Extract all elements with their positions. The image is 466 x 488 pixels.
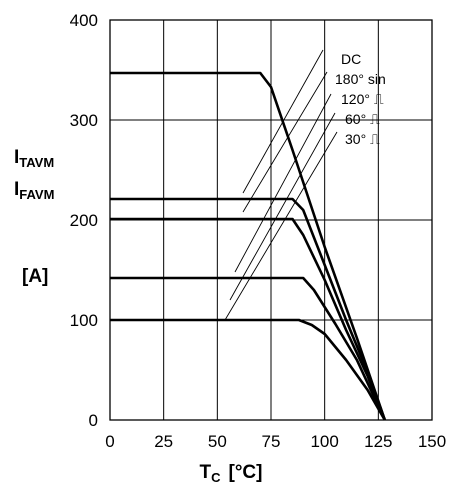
series-line-3 [110, 276, 386, 421]
legend-label-2: 120° ⎍ [341, 91, 384, 107]
y-axis-label-ifavm-main: I [14, 179, 19, 200]
legend-leader-0 [242, 49, 324, 194]
x-tick-label: 150 [418, 432, 446, 451]
y-tick-label: 100 [70, 311, 98, 330]
legend-leader-4 [224, 131, 338, 321]
y-tick-labels: 0 100 200 300 400 [70, 11, 98, 430]
y-tick-label: 400 [70, 11, 98, 30]
legend-label-4: 30° ⎍ [345, 131, 380, 147]
x-axis-label: TC [°C] [200, 462, 263, 485]
y-tick-label: 300 [70, 111, 98, 130]
legend-leader-2 [234, 93, 332, 273]
x-tick-labels: 0 25 50 75 100 125 150 [105, 432, 446, 451]
x-tick-label: 100 [310, 432, 338, 451]
y-tick-label: 0 [89, 411, 98, 430]
legend-leader-1 [242, 71, 328, 213]
x-tick-label: 25 [154, 432, 173, 451]
x-axis-label-sub: C [211, 470, 221, 485]
plot-frame [109, 19, 433, 421]
y-axis-label-ifavm-sub: FAVM [19, 187, 54, 202]
y-axis-label-itavm-sub: TAVM [19, 155, 54, 170]
x-axis-label-main: T [200, 462, 212, 483]
legend-label-1: 180° sin [335, 71, 386, 87]
series-line-4 [110, 318, 386, 421]
y-axis-label-itavm: ITAVM [14, 147, 54, 170]
legend-label-3: 60° ⎍ [345, 111, 380, 127]
y-axis-label-ifavm: IFAVM [14, 179, 54, 202]
series-line-0 [110, 71, 387, 421]
x-tick-label: 75 [262, 432, 281, 451]
y-axis-unit: [A] [22, 266, 48, 287]
legend: DC 180° sin 120° ⎍ 60° ⎍ 30° ⎍ [335, 51, 386, 147]
series-line-1 [110, 197, 387, 421]
legend-label-0: DC [341, 51, 361, 67]
legend-leader-3 [229, 112, 336, 301]
y-axis-label-itavm-main: I [14, 147, 19, 168]
x-tick-label: 125 [364, 432, 392, 451]
x-tick-label: 0 [105, 432, 114, 451]
series-line-2 [110, 217, 387, 421]
x-axis-label-unit: [°C] [229, 462, 263, 483]
x-tick-label: 50 [208, 432, 227, 451]
series-curves [110, 71, 387, 421]
legend-leader-lines [224, 49, 338, 321]
y-tick-label: 200 [70, 211, 98, 230]
